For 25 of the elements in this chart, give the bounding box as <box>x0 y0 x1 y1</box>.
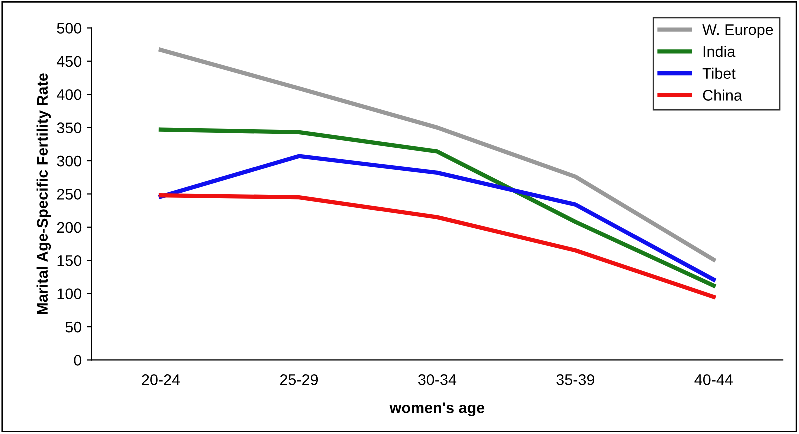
y-tick-label: 500 <box>57 23 82 34</box>
x-tick-label: 20-24 <box>142 374 180 386</box>
line-series <box>158 154 716 282</box>
legend-label: China <box>703 90 742 101</box>
y-tick-label: 350 <box>57 122 82 134</box>
y-tick-label: 50 <box>66 322 82 333</box>
legend-label: W. Europe <box>702 24 774 38</box>
y-tick-label: 450 <box>57 56 82 68</box>
line-series <box>158 128 716 288</box>
line-series <box>158 193 716 300</box>
legend-label: Tibet <box>702 68 736 80</box>
x-tick-label: 25-29 <box>280 374 318 386</box>
y-axis-title: Marital Age-Specific Fertility Rate <box>36 74 52 314</box>
y-tick-label: 100 <box>58 288 82 300</box>
x-tick-label: 35-39 <box>556 374 594 386</box>
y-tick-label: 250 <box>57 189 82 200</box>
y-tick-label: 150 <box>58 255 82 266</box>
y-tick-label: 200 <box>57 222 82 234</box>
x-tick-label: 40-44 <box>694 374 733 386</box>
y-tick-label: 300 <box>57 156 82 167</box>
x-tick-label: 30-34 <box>418 374 457 386</box>
y-tick-label: 0 <box>74 355 82 366</box>
x-axis-title: women's age <box>390 402 485 416</box>
legend-label: India <box>704 46 736 58</box>
y-tick-label: 400 <box>57 89 82 100</box>
